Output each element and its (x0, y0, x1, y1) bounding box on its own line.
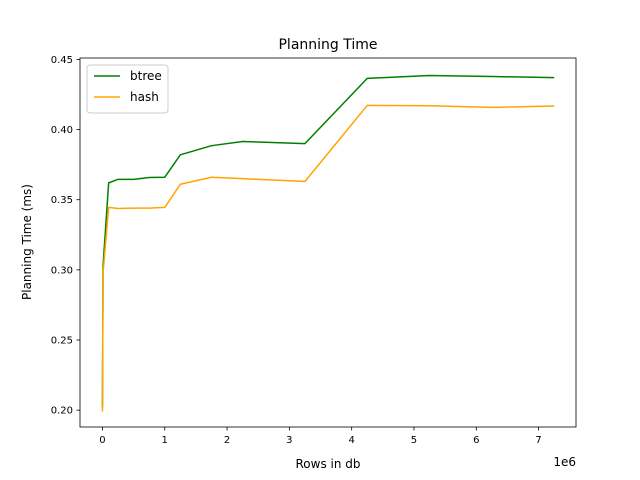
plot-area (79, 57, 577, 428)
legend: btree hash (86, 64, 169, 114)
legend-label-btree: btree (130, 69, 162, 83)
axes-frame (79, 57, 577, 428)
y-tick-label: 0.35 (51, 195, 73, 206)
y-tick-label: 0.45 (51, 55, 73, 66)
legend-label-hash: hash (130, 90, 159, 104)
y-axis-label: Planning Time (ms) (20, 184, 34, 300)
series-line-hash (101, 104, 555, 412)
chart-title: Planning Time (278, 37, 377, 53)
y-tick-label: 0.30 (51, 265, 73, 276)
x-tick-label: 1 (162, 435, 168, 446)
x-tick-label: 3 (286, 435, 292, 446)
x-tick-label: 0 (99, 435, 105, 446)
x-tick-label: 2 (224, 435, 230, 446)
x-axis-label: Rows in db (295, 457, 360, 471)
x-tick-label: 5 (411, 435, 417, 446)
legend-box (86, 64, 169, 114)
y-tick-label: 0.20 (51, 406, 73, 417)
axis-ticks: 0 1 2 3 4 5 6 7 0.20 0.25 0.30 0.35 0.40 0.45 (51, 55, 542, 446)
x-axis-offset-label: 1e6 (553, 455, 576, 469)
x-tick-label: 7 (535, 435, 541, 446)
y-tick-label: 0.25 (51, 336, 73, 347)
series-line-btree (101, 74, 555, 408)
x-tick-label: 4 (348, 435, 354, 446)
x-tick-label: 6 (473, 435, 479, 446)
y-tick-label: 0.40 (51, 125, 73, 136)
